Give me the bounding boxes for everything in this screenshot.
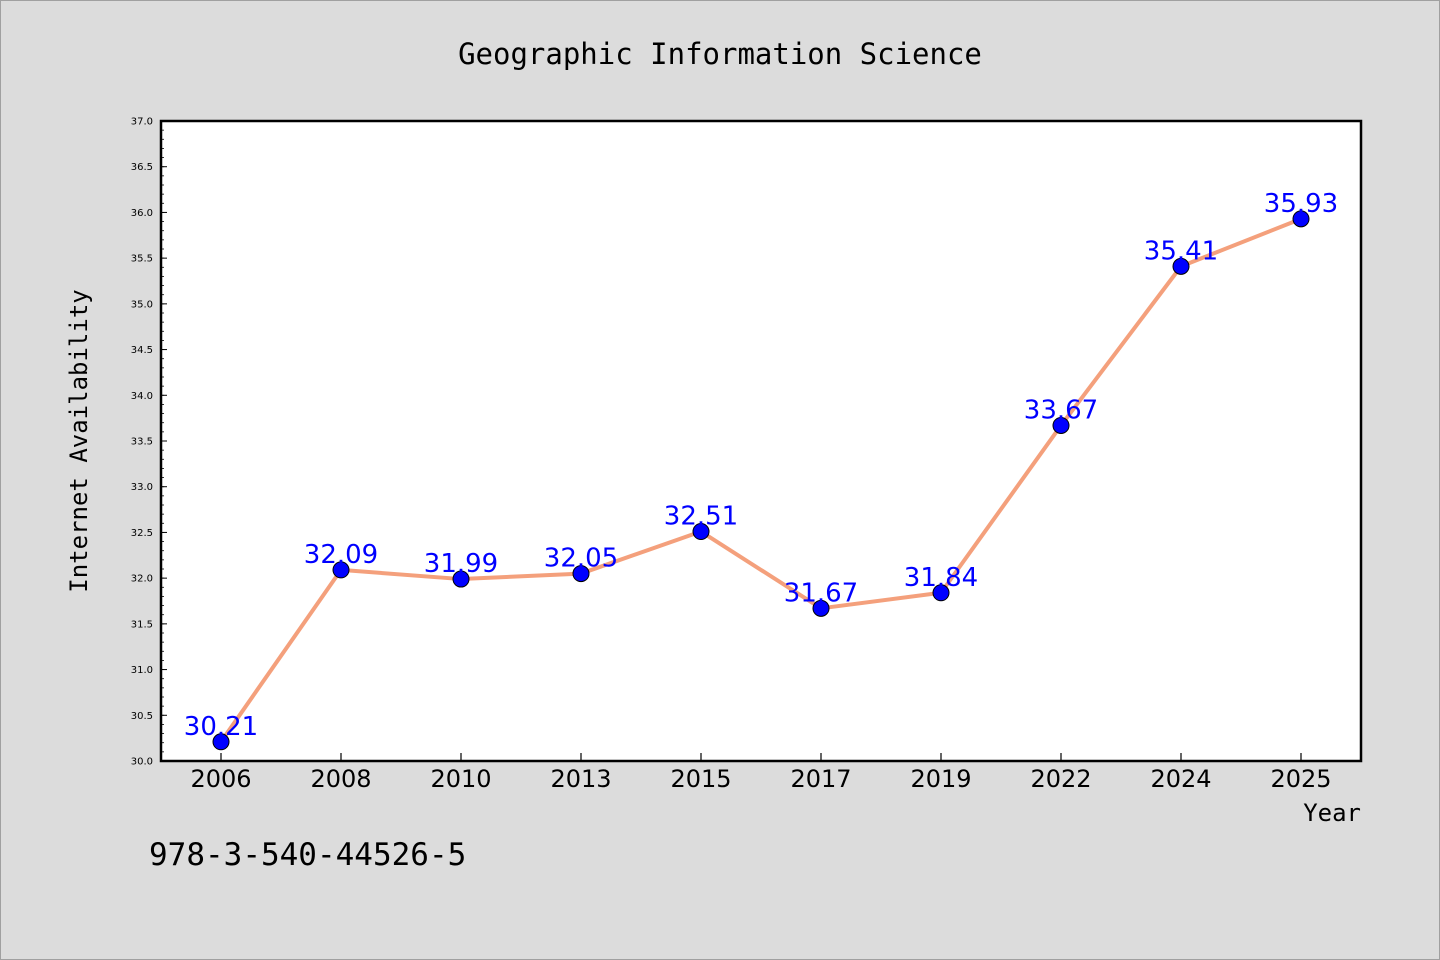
y-axis-title: Internet Availability bbox=[65, 289, 93, 592]
chart-title: Geographic Information Science bbox=[458, 37, 982, 71]
x-tick-label: 2017 bbox=[790, 765, 851, 793]
y-tick-label: 36.0 bbox=[131, 208, 153, 219]
series-markers bbox=[212, 210, 1310, 751]
data-point bbox=[692, 523, 710, 541]
data-label: 32.05 bbox=[544, 544, 618, 574]
data-label: 35.93 bbox=[1264, 189, 1338, 219]
data-point bbox=[812, 599, 830, 617]
data-point bbox=[1292, 210, 1310, 228]
y-tick-label: 37.0 bbox=[131, 117, 153, 128]
data-point bbox=[932, 584, 950, 602]
y-tick-label: 33.5 bbox=[131, 437, 153, 448]
x-axis: 2006 2008 2010 2013 2015 2017 2019 2022 2024 2025 bbox=[190, 753, 1332, 793]
data-label: 31.84 bbox=[904, 563, 978, 593]
data-label: 35.41 bbox=[1144, 236, 1218, 266]
data-label: 31.67 bbox=[784, 578, 858, 608]
data-point bbox=[332, 561, 350, 579]
x-tick-label: 2024 bbox=[1150, 765, 1211, 793]
data-label: 33.67 bbox=[1024, 395, 1098, 425]
data-point bbox=[1172, 257, 1190, 275]
data-label: 30.21 bbox=[184, 712, 258, 742]
footer-isbn: 978-3-540-44526-5 bbox=[149, 837, 466, 873]
x-tick-label: 2022 bbox=[1030, 765, 1091, 793]
y-tick-label: 30.0 bbox=[131, 757, 153, 768]
y-tick-label: 31.0 bbox=[131, 665, 153, 676]
y-axis: 30.0 30.5 31.0 31.5 32.0 32.5 33.0 33.5 34.0 34.5… bbox=[131, 117, 167, 768]
x-tick-label: 2013 bbox=[550, 765, 611, 793]
data-point bbox=[572, 565, 590, 583]
x-tick-label: 2010 bbox=[430, 765, 491, 793]
y-tick-label: 32.5 bbox=[131, 528, 153, 539]
series-line bbox=[219, 216, 1302, 743]
y-tick-label: 33.0 bbox=[131, 482, 153, 493]
y-tick-label: 36.5 bbox=[131, 162, 153, 173]
y-tick-label: 30.5 bbox=[131, 711, 153, 722]
y-tick-label: 35.0 bbox=[131, 299, 153, 310]
data-point bbox=[212, 733, 230, 751]
y-tick-label: 31.5 bbox=[131, 619, 153, 630]
y-tick-label: 35.5 bbox=[131, 254, 153, 265]
x-tick-label: 2019 bbox=[910, 765, 971, 793]
data-point bbox=[452, 570, 470, 588]
data-label: 32.09 bbox=[304, 540, 378, 570]
y-tick-label: 34.0 bbox=[131, 391, 153, 402]
x-tick-label: 2006 bbox=[190, 765, 251, 793]
y-tick-label: 34.5 bbox=[131, 345, 153, 356]
plot-area bbox=[159, 119, 1363, 763]
x-tick-label: 2015 bbox=[670, 765, 731, 793]
x-axis-title: Year bbox=[1303, 799, 1361, 827]
data-label: 32.51 bbox=[664, 502, 738, 532]
data-label: 31.99 bbox=[424, 549, 498, 579]
data-labels: 30.21 32.09 31.99 32.05 32.51 31.67 31.84 33.67… bbox=[184, 189, 1338, 742]
x-tick-label: 2008 bbox=[310, 765, 371, 793]
data-point bbox=[1052, 416, 1070, 434]
x-tick-label: 2025 bbox=[1270, 765, 1331, 793]
y-tick-label: 32.0 bbox=[131, 574, 153, 585]
